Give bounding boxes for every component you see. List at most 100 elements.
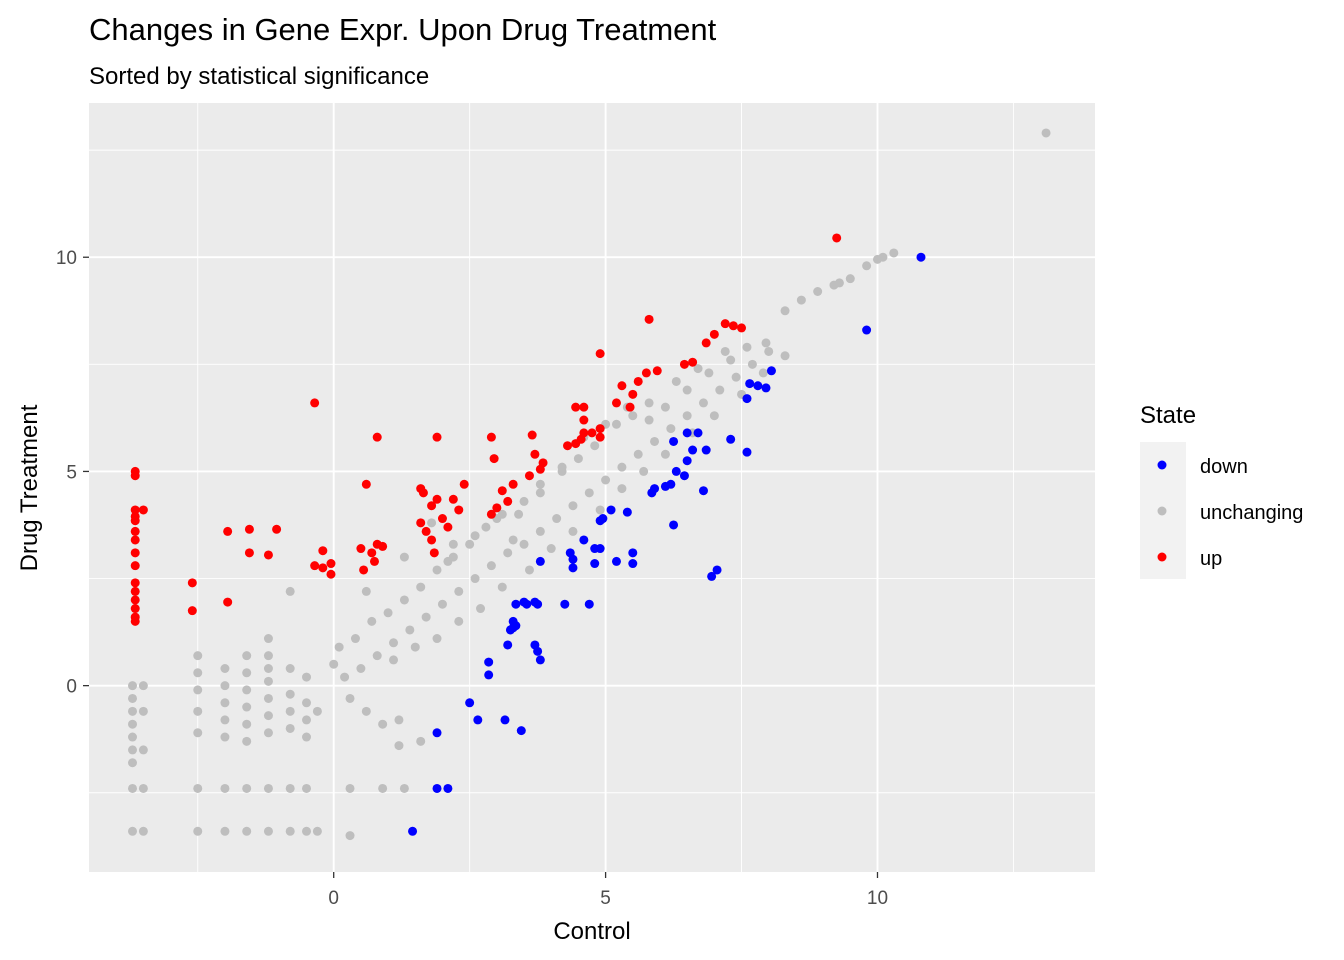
data-point-down	[432, 728, 442, 738]
data-point-unchanging	[1041, 128, 1051, 138]
data-point-unchanging	[138, 745, 148, 755]
data-point-unchanging	[535, 526, 545, 536]
legend-key-down	[1157, 460, 1167, 470]
data-point-unchanging	[285, 706, 295, 716]
data-point-down	[595, 544, 605, 554]
legend-key-up	[1157, 552, 1167, 562]
data-point-unchanging	[573, 454, 583, 464]
data-point-unchanging	[138, 681, 148, 691]
data-point-unchanging	[796, 295, 806, 305]
data-point-unchanging	[220, 826, 230, 836]
data-point-unchanging	[405, 625, 415, 635]
data-point-down	[432, 783, 442, 793]
data-point-up	[130, 616, 140, 626]
data-point-up	[416, 518, 426, 528]
data-point-unchanging	[263, 826, 273, 836]
major-gridlines	[89, 103, 1095, 872]
data-point-unchanging	[633, 449, 643, 459]
data-point-unchanging	[378, 783, 388, 793]
data-point-up	[421, 526, 431, 536]
data-point-unchanging	[263, 676, 273, 686]
data-point-down	[533, 599, 543, 609]
data-point-down	[568, 554, 578, 564]
data-point-up	[130, 505, 140, 515]
data-point-down	[693, 428, 703, 438]
data-point-up	[130, 561, 140, 571]
data-point-up	[688, 357, 698, 367]
legend-label-down: down	[1200, 456, 1248, 478]
data-point-down	[622, 507, 632, 517]
data-point-up	[130, 604, 140, 614]
data-point-up	[524, 471, 534, 481]
data-point-unchanging	[557, 462, 567, 472]
data-point-unchanging	[399, 552, 409, 562]
data-point-unchanging	[138, 783, 148, 793]
data-point-up	[617, 381, 627, 391]
data-point-up	[369, 556, 379, 566]
data-point-up	[130, 578, 140, 588]
data-point-unchanging	[242, 783, 252, 793]
data-point-unchanging	[263, 664, 273, 674]
legend-title: State	[1140, 402, 1196, 429]
data-point-unchanging	[611, 419, 621, 429]
data-point-unchanging	[862, 261, 872, 271]
data-point-unchanging	[693, 364, 703, 374]
data-point-up	[628, 389, 638, 399]
data-point-unchanging	[644, 415, 654, 425]
data-point-up	[535, 464, 545, 474]
data-point-unchanging	[340, 672, 350, 682]
data-point-unchanging	[845, 274, 855, 284]
data-point-up	[503, 496, 513, 506]
data-point-unchanging	[345, 783, 355, 793]
data-point-down	[628, 559, 638, 569]
data-point-unchanging	[193, 728, 203, 738]
data-point-down	[590, 559, 600, 569]
chart-subtitle: Sorted by statistical significance	[89, 63, 429, 90]
data-point-up	[130, 526, 140, 536]
data-point-unchanging	[302, 698, 312, 708]
data-point-down	[533, 646, 543, 656]
data-point-up	[576, 434, 586, 444]
data-point-unchanging	[193, 651, 203, 661]
data-point-up	[595, 424, 605, 434]
data-point-unchanging	[361, 706, 371, 716]
x-axis-ticks: 0 5 10	[328, 872, 888, 909]
x-tick-label: 10	[867, 888, 888, 909]
data-point-up	[709, 329, 719, 339]
data-point-up	[318, 546, 328, 556]
data-point-unchanging	[356, 664, 366, 674]
data-point-unchanging	[486, 561, 496, 571]
data-point-unchanging	[383, 608, 393, 618]
data-point-unchanging	[590, 441, 600, 451]
y-tick-label: 0	[66, 677, 77, 698]
data-point-unchanging	[302, 826, 312, 836]
data-point-unchanging	[372, 651, 382, 661]
data-point-unchanging	[345, 831, 355, 841]
data-point-down	[535, 655, 545, 665]
data-point-up	[263, 550, 273, 560]
data-point-down	[688, 445, 698, 455]
data-point-up	[326, 569, 336, 579]
data-point-unchanging	[704, 368, 714, 378]
data-point-down	[698, 486, 708, 496]
data-point-unchanging	[416, 582, 426, 592]
data-point-unchanging	[285, 723, 295, 733]
data-point-up	[130, 516, 140, 526]
legend: State down unchanging up	[1140, 402, 1303, 579]
data-point-down	[606, 505, 616, 515]
y-axis-ticks: 0 5 10	[56, 248, 89, 698]
data-point-down	[726, 434, 736, 444]
data-point-down	[862, 325, 872, 335]
data-point-up	[563, 441, 573, 451]
data-point-unchanging	[128, 732, 138, 742]
data-point-unchanging	[535, 488, 545, 498]
data-point-unchanging	[481, 522, 491, 532]
data-point-down	[647, 488, 657, 498]
data-point-up	[497, 486, 507, 496]
data-point-down	[660, 481, 670, 491]
data-point-down	[669, 436, 679, 446]
data-point-unchanging	[263, 634, 273, 644]
data-point-unchanging	[128, 706, 138, 716]
data-point-unchanging	[639, 466, 649, 476]
data-point-down	[628, 548, 638, 558]
